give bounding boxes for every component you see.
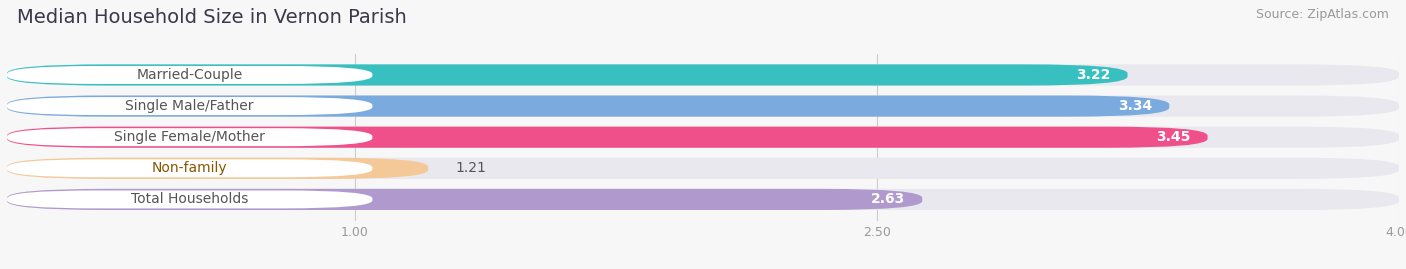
FancyBboxPatch shape [7, 95, 1399, 117]
FancyBboxPatch shape [7, 64, 1128, 86]
Text: Total Households: Total Households [131, 192, 249, 206]
FancyBboxPatch shape [7, 127, 1399, 148]
Text: 3.34: 3.34 [1118, 99, 1152, 113]
Text: Single Male/Father: Single Male/Father [125, 99, 254, 113]
Text: 2.63: 2.63 [870, 192, 905, 206]
Text: 1.21: 1.21 [456, 161, 486, 175]
Text: Non-family: Non-family [152, 161, 228, 175]
Text: Source: ZipAtlas.com: Source: ZipAtlas.com [1256, 8, 1389, 21]
FancyBboxPatch shape [7, 127, 1208, 148]
FancyBboxPatch shape [7, 66, 373, 84]
FancyBboxPatch shape [7, 97, 373, 115]
Text: Median Household Size in Vernon Parish: Median Household Size in Vernon Parish [17, 8, 406, 27]
FancyBboxPatch shape [7, 189, 1399, 210]
FancyBboxPatch shape [7, 95, 1170, 117]
FancyBboxPatch shape [7, 158, 427, 179]
Text: 3.22: 3.22 [1076, 68, 1111, 82]
Text: Single Female/Mother: Single Female/Mother [114, 130, 266, 144]
FancyBboxPatch shape [7, 64, 1399, 86]
FancyBboxPatch shape [7, 159, 373, 177]
FancyBboxPatch shape [7, 128, 373, 146]
FancyBboxPatch shape [7, 190, 373, 208]
Text: Married-Couple: Married-Couple [136, 68, 243, 82]
FancyBboxPatch shape [7, 189, 922, 210]
FancyBboxPatch shape [7, 158, 1399, 179]
Text: 3.45: 3.45 [1156, 130, 1191, 144]
